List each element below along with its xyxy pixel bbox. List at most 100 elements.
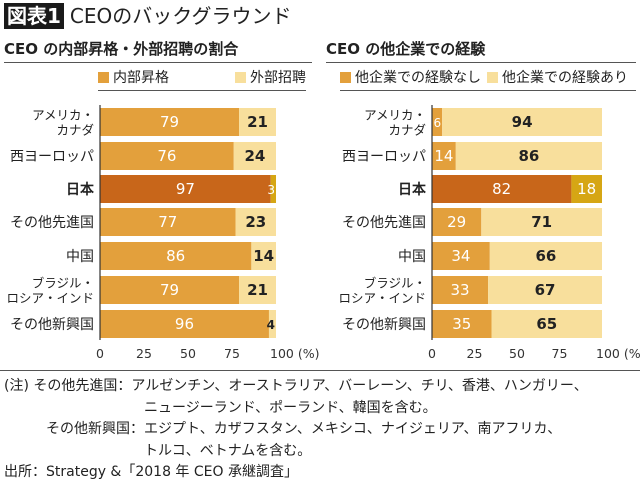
category-label: その他先進国 — [342, 215, 426, 231]
data-label: 21 — [247, 281, 268, 299]
bar-segment — [481, 208, 602, 236]
category-label: カナダ — [388, 123, 426, 138]
left-legend: 内部昇格 外部招聘 — [98, 67, 306, 91]
x-tick-label: 50 — [509, 346, 525, 361]
left-chart-title: CEO の内部昇格・外部招聘の割合 — [4, 38, 312, 63]
data-label: 34 — [451, 247, 470, 265]
legend-item: 他企業での経験あり — [487, 67, 628, 87]
category-label: ブラジル・ — [32, 276, 94, 291]
legend-label: 他企業での経験あり — [502, 70, 628, 86]
data-label: 71 — [531, 213, 552, 231]
bar-segment — [432, 208, 482, 236]
category-label: その他先進国 — [10, 215, 94, 231]
bar-segment — [488, 276, 602, 304]
data-label: 67 — [535, 281, 556, 299]
bar-segment — [100, 175, 271, 203]
data-label: 21 — [247, 113, 268, 131]
legend-swatch — [487, 72, 498, 83]
bar-segment — [432, 108, 443, 136]
bar-segment — [233, 142, 276, 170]
data-label: 23 — [245, 213, 266, 231]
data-label: 29 — [447, 213, 466, 231]
x-tick-label: 75 — [552, 346, 568, 361]
bar-segment — [270, 175, 276, 203]
category-label: 西ヨーロッパ — [342, 149, 426, 165]
x-tick-label: 100 (%) — [270, 346, 319, 361]
note-line: その他新興国：エジプト、カザフスタン、メキシコ、ナイジェリア、南アフリカ、 — [46, 421, 562, 437]
category-label: アメリカ・ — [32, 108, 94, 123]
category-label: その他新興国 — [342, 317, 426, 333]
data-label: 6 — [434, 116, 442, 130]
bar-segment — [489, 242, 602, 270]
category-label: 中国 — [66, 249, 94, 265]
bar-segment — [100, 208, 236, 236]
x-tick-label: 0 — [428, 346, 436, 361]
divider — [0, 370, 640, 371]
legend-label: 内部昇格 — [113, 70, 169, 86]
bar-segment — [268, 310, 276, 338]
bar-segment — [251, 242, 276, 270]
x-tick-label: 0 — [96, 346, 104, 361]
legend-label: 他企業での経験なし — [355, 70, 481, 86]
note-line: 出所：Strategy &「2018 年 CEO 承継調査」 — [4, 464, 298, 480]
right-legend: 他企業での経験なし 他企業での経験あり — [340, 67, 636, 91]
category-label: 西ヨーロッパ — [10, 149, 94, 165]
bar-segment — [432, 310, 492, 338]
bar-segment — [100, 108, 240, 136]
data-label: 79 — [160, 281, 179, 299]
category-label: 日本 — [66, 181, 95, 198]
x-tick-label: 25 — [467, 346, 483, 361]
category-label: カナダ — [56, 123, 94, 138]
bar-segment — [100, 242, 252, 270]
bar-segment — [455, 142, 602, 170]
category-label: ロシア・インド — [338, 291, 426, 306]
data-label: 77 — [158, 213, 177, 231]
x-tick-label: 25 — [136, 346, 152, 361]
figure-badge: 図表1 — [4, 3, 64, 29]
bar-segment — [432, 276, 489, 304]
bar-segment — [100, 276, 240, 304]
data-label: 14 — [253, 247, 274, 265]
data-label: 96 — [175, 315, 194, 333]
note-line: (注) その他先進国：アルゼンチン、オーストラリア、バーレーン、チリ、香港、ハン… — [4, 378, 588, 394]
bar-segment — [432, 142, 456, 170]
data-label: 35 — [452, 315, 471, 333]
x-tick-label: 100 (%) — [596, 346, 640, 361]
legend-item: 他企業での経験なし — [340, 67, 481, 87]
bar-segment — [491, 310, 602, 338]
data-label: 82 — [492, 180, 511, 198]
data-label: 66 — [535, 247, 556, 265]
bar-segment — [100, 310, 269, 338]
category-label: ブラジル・ — [364, 276, 426, 291]
data-label: 4 — [267, 318, 275, 332]
data-label: 24 — [244, 147, 265, 165]
note-line: トルコ、ベトナムを含む。 — [144, 442, 312, 459]
notes: (注) その他先進国：アルゼンチン、オーストラリア、バーレーン、チリ、香港、ハン… — [4, 376, 588, 484]
category-label: アメリカ・ — [364, 108, 426, 123]
data-label: 94 — [512, 113, 533, 131]
bar-segment — [442, 108, 602, 136]
bar-segment — [239, 276, 276, 304]
data-label: 86 — [518, 147, 539, 165]
category-label: ロシア・インド — [6, 291, 94, 306]
bar-segment — [571, 175, 602, 203]
legend-item: 外部招聘 — [235, 67, 306, 87]
data-label: 76 — [157, 147, 176, 165]
legend-swatch — [340, 72, 351, 83]
x-tick-label: 50 — [180, 346, 196, 361]
bar-segment — [432, 175, 572, 203]
legend-item: 内部昇格 — [98, 67, 169, 87]
right-chart-title: CEO の他企業での経験 — [326, 38, 636, 63]
bar-segment — [432, 242, 490, 270]
data-label: 97 — [176, 180, 195, 198]
data-label: 14 — [434, 147, 453, 165]
category-label: 中国 — [398, 249, 426, 265]
figure-title-text: CEOのバックグラウンド — [69, 4, 292, 28]
legend-swatch — [98, 72, 109, 83]
data-label: 18 — [577, 180, 596, 198]
bar-segment — [100, 142, 234, 170]
legend-label: 外部招聘 — [250, 70, 306, 86]
data-label: 79 — [160, 113, 179, 131]
